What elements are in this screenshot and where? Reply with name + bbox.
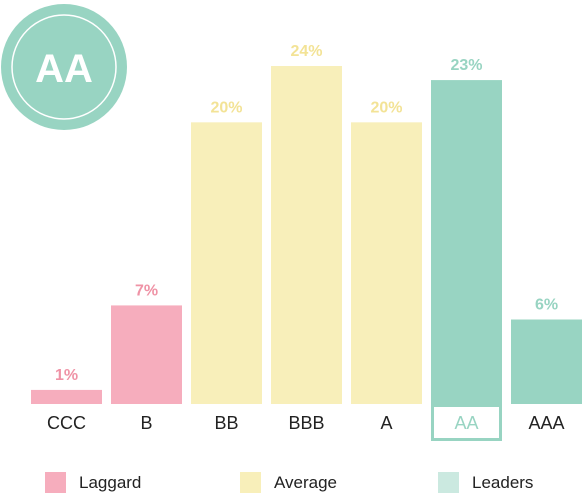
legend-label-laggard: Laggard: [79, 473, 141, 492]
bar-b: [111, 305, 182, 404]
bar-ccc: [31, 389, 102, 404]
category-label-b: B: [140, 413, 152, 433]
category-label-bb: BB: [214, 413, 238, 433]
bars-layer: 1% CCC 7% B 20% BB 24% BBB 20% A 23% AA 6% AAA: [31, 43, 582, 441]
bar-a: [351, 122, 422, 404]
category-label-ccc: CCC: [47, 413, 86, 433]
badge-text: AA: [35, 47, 93, 91]
bar-bbb: [271, 66, 342, 404]
category-label-bbb: BBB: [288, 413, 324, 433]
value-label-bb: 20%: [210, 99, 242, 116]
legend-swatch-average: [240, 472, 261, 493]
legend-swatch-leaders: [438, 472, 459, 493]
value-label-a: 20%: [370, 99, 402, 116]
bar-bb: [191, 122, 262, 404]
highlight-box-aa: [431, 404, 502, 441]
badge-outer-circle: [1, 4, 127, 130]
rating-badge: AA: [1, 4, 127, 130]
legend: Laggard Average Leaders: [45, 472, 533, 493]
bar-aa: [431, 80, 502, 404]
value-label-ccc: 1%: [55, 367, 78, 384]
category-label-aa: AA: [454, 413, 478, 433]
value-label-aa: 23%: [450, 57, 482, 74]
category-label-a: A: [380, 413, 392, 433]
value-label-aaa: 6%: [535, 297, 558, 314]
legend-swatch-laggard: [45, 472, 66, 493]
legend-label-average: Average: [274, 473, 337, 492]
legend-label-leaders: Leaders: [472, 473, 533, 492]
category-label-aaa: AAA: [528, 413, 564, 433]
badge-inner-ring: [11, 14, 117, 120]
value-label-b: 7%: [135, 282, 158, 299]
value-label-bbb: 24%: [290, 43, 322, 60]
bar-aaa: [511, 319, 582, 404]
